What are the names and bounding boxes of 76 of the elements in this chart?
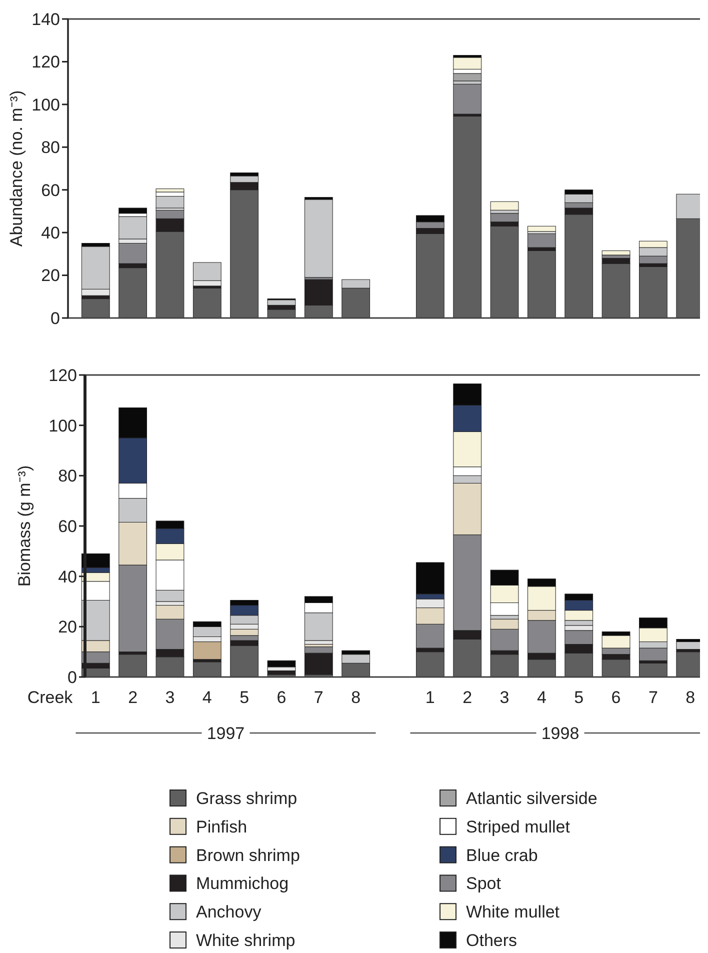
y-tick-label: 60 [58, 516, 77, 536]
bar [118, 268, 147, 318]
bar [118, 654, 147, 678]
legend-label: Others [466, 930, 518, 950]
legend-label: Pinfish [196, 817, 248, 836]
x-tick-label: 2 [128, 688, 138, 707]
bar [527, 226, 556, 232]
legend-label: Atlantic silverside [466, 788, 598, 808]
x-tick-label: 4 [536, 688, 546, 707]
bar [490, 201, 519, 210]
legend-label: White shrimp [196, 930, 296, 950]
bar [230, 645, 259, 678]
y-tick-label: 0 [68, 668, 77, 687]
bar [192, 288, 222, 318]
bar [639, 266, 668, 318]
y-tick-label: 40 [58, 567, 77, 586]
y-axis-title: Biomass (g m⁻³) [15, 465, 34, 587]
y-tick-label: 120 [48, 366, 77, 385]
bar [602, 250, 630, 256]
bar [453, 116, 482, 318]
bar [527, 250, 556, 318]
legend-label: Brown shrimp [196, 846, 300, 865]
bar [639, 662, 668, 678]
x-tick-label: 1 [425, 688, 435, 707]
text: 1998 [541, 724, 580, 743]
y-tick-label: 0 [50, 308, 60, 328]
text: 1997 [206, 724, 245, 743]
x-tick-label: 3 [500, 688, 510, 707]
y-tick-label: 100 [48, 416, 77, 436]
legend-label: Striped mullet [466, 817, 570, 836]
x-tick-label: 4 [202, 688, 212, 707]
bar [490, 654, 519, 678]
legend-label: Spot [466, 874, 502, 894]
legend-label: Blue crab [466, 846, 538, 865]
y-tick-label: 20 [41, 266, 60, 286]
x-tick-label: 8 [686, 688, 696, 707]
y-tick-label: 60 [41, 180, 60, 200]
x-axis-title: Creek [27, 688, 74, 707]
bar [304, 199, 333, 278]
bar [453, 84, 482, 114]
y-tick-label: 80 [58, 466, 77, 486]
legend-label: Anchovy [196, 902, 262, 922]
x-tick-label: 5 [240, 688, 250, 707]
bar [118, 243, 147, 264]
bar [156, 188, 184, 192]
x-tick-label: 7 [648, 688, 658, 707]
bar [453, 73, 482, 82]
y-tick-label: 100 [32, 95, 60, 114]
x-tick-label: 7 [314, 688, 324, 707]
y-tick-label: 20 [58, 618, 77, 637]
bar [156, 196, 184, 208]
bar [118, 208, 147, 214]
y-tick-label: 140 [32, 10, 60, 29]
legend-label: Mummichog [196, 874, 289, 894]
legend-label: White mullet [466, 902, 560, 922]
bar [490, 213, 519, 222]
x-tick-label: 5 [574, 688, 584, 707]
x-tick-label: 6 [611, 688, 621, 707]
bar [490, 226, 519, 318]
x-tick-label: 1 [90, 688, 100, 707]
x-tick-label: 8 [351, 688, 361, 707]
y-tick-label: 80 [41, 138, 60, 158]
bar [267, 660, 296, 668]
bar [118, 216, 147, 240]
bar [81, 298, 110, 318]
y-tick-label: 120 [32, 52, 60, 72]
legend-label: Grass shrimp [196, 788, 298, 808]
bar [267, 670, 296, 675]
bar [416, 652, 444, 678]
bar [192, 662, 222, 678]
x-tick-label: 2 [462, 688, 472, 707]
y-axis-title: Abundance (no. m⁻³) [7, 90, 26, 247]
bar [527, 233, 556, 248]
x-tick-label: 6 [276, 688, 286, 707]
x-tick-label: 3 [165, 688, 175, 707]
y-tick-label: 40 [41, 224, 60, 243]
